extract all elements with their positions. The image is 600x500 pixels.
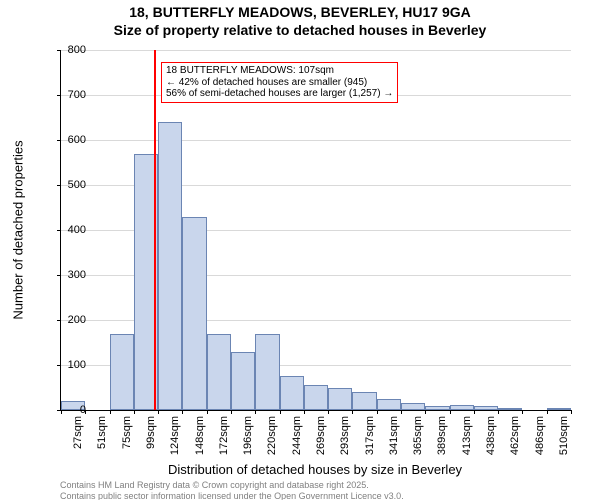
gridline — [61, 140, 571, 141]
histogram-bar — [328, 388, 352, 411]
y-tick-label: 500 — [46, 179, 86, 191]
y-tick-label: 300 — [46, 269, 86, 281]
y-tick-label: 200 — [46, 314, 86, 326]
x-tick-mark — [110, 410, 111, 414]
x-tick-mark — [231, 410, 232, 414]
annotation-line1: 18 BUTTERFLY MEADOWS: 107sqm — [166, 65, 393, 77]
y-tick-label: 0 — [46, 404, 86, 416]
y-tick-label: 400 — [46, 224, 86, 236]
y-tick-label: 700 — [46, 89, 86, 101]
gridline — [61, 50, 571, 51]
histogram-bar — [110, 334, 134, 411]
x-tick-label: 317sqm — [364, 416, 376, 455]
annotation-line2: ← 42% of detached houses are smaller (94… — [166, 77, 393, 89]
x-tick-label: 486sqm — [534, 416, 546, 455]
y-tick-label: 800 — [46, 44, 86, 56]
x-tick-mark — [182, 410, 183, 414]
footer-line2: Contains public sector information licen… — [60, 491, 570, 500]
histogram-bar — [498, 408, 522, 410]
x-tick-label: 510sqm — [558, 416, 570, 455]
footer-line1: Contains HM Land Registry data © Crown c… — [60, 480, 570, 491]
x-tick-label: 413sqm — [461, 416, 473, 455]
x-tick-mark — [134, 410, 135, 414]
x-tick-mark — [158, 410, 159, 414]
x-tick-mark — [304, 410, 305, 414]
histogram-bar — [474, 406, 498, 410]
x-tick-mark — [571, 410, 572, 414]
title-line2: Size of property relative to detached ho… — [0, 22, 600, 40]
x-tick-label: 27sqm — [72, 416, 84, 449]
histogram-bar — [304, 385, 328, 410]
x-tick-mark — [377, 410, 378, 414]
x-tick-label: 244sqm — [291, 416, 303, 455]
y-tick-label: 100 — [46, 359, 86, 371]
x-tick-mark — [547, 410, 548, 414]
histogram-bar — [352, 392, 376, 410]
x-tick-label: 148sqm — [194, 416, 206, 455]
x-tick-label: 196sqm — [242, 416, 254, 455]
histogram-bar — [255, 334, 279, 411]
property-size-histogram: 18, BUTTERFLY MEADOWS, BEVERLEY, HU17 9G… — [0, 0, 600, 500]
histogram-bar — [450, 405, 474, 410]
x-tick-mark — [401, 410, 402, 414]
x-tick-label: 75sqm — [121, 416, 133, 449]
y-axis-label: Number of detached properties — [11, 140, 26, 319]
x-tick-mark — [352, 410, 353, 414]
x-tick-label: 438sqm — [485, 416, 497, 455]
histogram-bar — [377, 399, 401, 410]
x-tick-label: 293sqm — [339, 416, 351, 455]
histogram-bar — [401, 403, 425, 410]
x-tick-mark — [280, 410, 281, 414]
x-tick-label: 172sqm — [218, 416, 230, 455]
histogram-bar — [207, 334, 231, 411]
x-tick-label: 269sqm — [315, 416, 327, 455]
x-tick-mark — [255, 410, 256, 414]
x-tick-mark — [450, 410, 451, 414]
property-marker-line — [154, 50, 156, 410]
annotation-box: 18 BUTTERFLY MEADOWS: 107sqm ← 42% of de… — [161, 62, 398, 103]
title-line1: 18, BUTTERFLY MEADOWS, BEVERLEY, HU17 9G… — [0, 4, 600, 22]
x-tick-mark — [207, 410, 208, 414]
x-tick-mark — [522, 410, 523, 414]
plot-area: 18 BUTTERFLY MEADOWS: 107sqm ← 42% of de… — [60, 50, 571, 411]
x-tick-mark — [425, 410, 426, 414]
x-tick-label: 462sqm — [509, 416, 521, 455]
histogram-bar — [231, 352, 255, 411]
x-tick-label: 365sqm — [412, 416, 424, 455]
annotation-line3: 56% of semi-detached houses are larger (… — [166, 88, 393, 100]
x-tick-mark — [498, 410, 499, 414]
x-tick-label: 341sqm — [388, 416, 400, 455]
histogram-bar — [425, 406, 449, 411]
x-tick-label: 51sqm — [96, 416, 108, 449]
histogram-bar — [158, 122, 182, 410]
histogram-bar — [182, 217, 206, 411]
x-tick-mark — [328, 410, 329, 414]
histogram-bar — [280, 376, 304, 410]
histogram-bar — [547, 408, 571, 410]
x-axis-label: Distribution of detached houses by size … — [60, 462, 570, 477]
chart-title: 18, BUTTERFLY MEADOWS, BEVERLEY, HU17 9G… — [0, 4, 600, 39]
x-tick-label: 124sqm — [169, 416, 181, 455]
x-tick-label: 220sqm — [266, 416, 278, 455]
footer-attribution: Contains HM Land Registry data © Crown c… — [60, 480, 570, 500]
y-tick-label: 600 — [46, 134, 86, 146]
x-tick-label: 99sqm — [145, 416, 157, 449]
x-tick-mark — [474, 410, 475, 414]
x-tick-label: 389sqm — [436, 416, 448, 455]
